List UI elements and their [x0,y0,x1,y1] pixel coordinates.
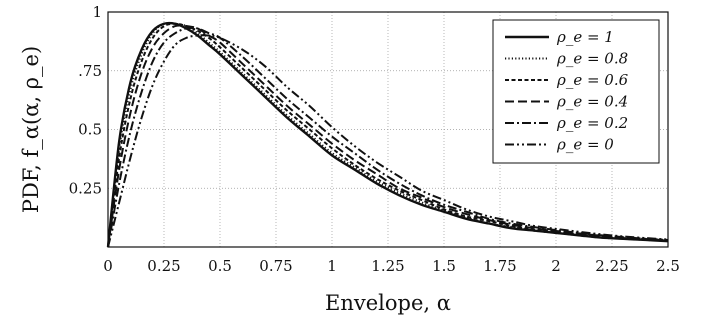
series-line-4 [107,26,669,248]
x-tick-label: 1 [327,257,337,275]
x-tick-label: 1.75 [483,257,516,275]
y-tick-label: .75 [78,62,102,80]
x-tick-label: 1.25 [371,257,404,275]
y-tick-label: 1 [92,3,102,21]
x-tick-label: 0.5 [208,257,232,275]
x-tick-label: 2 [551,257,561,275]
series-line-2 [107,22,669,248]
y-tick-labels: 0.25 0.5 .75 1 [69,3,102,197]
x-tick-label: 0.75 [259,257,292,275]
x-tick-label: 1.5 [432,257,456,275]
x-tick-label: 0.25 [147,257,180,275]
legend-label-4: ρ_e = 0.2 [556,114,628,132]
y-axis-label: PDF, f_α(α, ρ_e) [19,46,43,213]
x-tick-label: 0 [103,257,113,275]
legend-label-2: ρ_e = 0.6 [556,71,629,89]
legend-label-3: ρ_e = 0.4 [556,93,628,111]
legend-label-5: ρ_e = 0 [556,136,614,154]
x-tick-labels: 0 0.25 0.5 0.75 1 1.25 1.5 1.75 2 2.25 2.5 [103,257,680,275]
series-line-3 [107,24,669,248]
legend-label-0: ρ_e = 1 [556,28,614,46]
x-tick-label: 2.25 [595,257,628,275]
y-tick-label: 0.5 [78,121,102,139]
x-tick-label: 2.5 [656,257,680,275]
legend-box [492,19,660,164]
x-axis-label: Envelope, α [325,291,451,315]
legend-label-1: ρ_e = 0.8 [556,50,628,68]
series-curves [106,21,669,248]
series-line-5 [107,34,669,248]
series-line-0 [106,21,669,248]
plot-frame [107,11,669,248]
y-tick-label: 0.25 [69,179,102,197]
legend: ρ_e = 1 ρ_e = 0.8 ρ_e = 0.6 ρ_e = 0.4 ρ_e = … [492,19,660,164]
